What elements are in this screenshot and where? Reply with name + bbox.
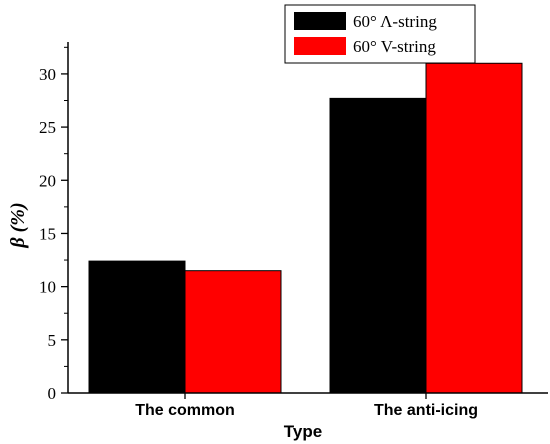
y-tick-label: 20 [39, 171, 56, 190]
bar-series-1-cat-1 [88, 260, 186, 394]
y-ticks-group: 0 5 10 15 20 25 30 [39, 46, 68, 403]
bar-series-2-cat-2 [425, 62, 523, 394]
x-axis-title: Type [284, 422, 322, 441]
bar-series-2-cat-1 [184, 270, 282, 394]
x-category-label: The common [135, 402, 235, 419]
legend-swatch-series-2 [294, 37, 346, 55]
x-ticks-group: The common The anti-icing [135, 393, 478, 419]
y-tick-label: 15 [39, 224, 56, 243]
bars-group [88, 62, 523, 394]
x-category-label: The anti-icing [374, 402, 478, 419]
y-tick-label: 0 [48, 384, 57, 403]
legend-swatch-series-1 [294, 12, 346, 30]
bar-series-1-cat-2 [329, 97, 427, 394]
y-tick-label: 10 [39, 278, 56, 297]
y-axis-title: β (%) [7, 202, 29, 248]
legend: 60° Λ-string 60° V-string [284, 4, 476, 64]
legend-label-series-2: 60° V-string [353, 37, 436, 56]
legend-label-series-1: 60° Λ-string [353, 12, 437, 31]
y-tick-label: 25 [39, 118, 56, 137]
y-tick-label: 30 [39, 65, 56, 84]
y-tick-label: 5 [48, 331, 57, 350]
